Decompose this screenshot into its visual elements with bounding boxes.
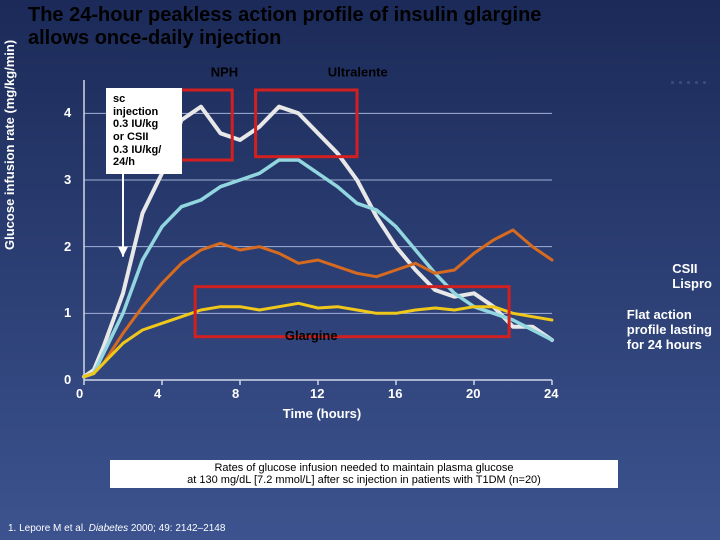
svg-text:Ultralente: Ultralente (328, 65, 388, 80)
slide: The 24-hour peakless action profile of i… (0, 0, 720, 540)
y-tick: 1 (64, 305, 71, 320)
chart-container: Glucose infusion rate (mg/kg/min) NPHUlt… (12, 60, 632, 440)
svg-text:Glargine: Glargine (285, 328, 338, 343)
ref-journal: Diabetes (89, 523, 128, 534)
injection-callout: scinjection0.3 IU/kgor CSII0.3 IU/kg/24/… (106, 88, 182, 174)
reference-citation: 1. Lepore M et al. Diabetes 2000; 49: 21… (8, 523, 225, 534)
svg-text:NPH: NPH (211, 65, 238, 80)
x-tick: 12 (310, 386, 324, 401)
x-tick: 0 (76, 386, 83, 401)
ref-prefix: 1. Lepore M et al. (8, 523, 89, 534)
x-tick: 16 (388, 386, 402, 401)
decorative-dots: ..... (670, 68, 710, 89)
csii-label: CSIILispro (672, 262, 712, 292)
y-tick: 2 (64, 239, 71, 254)
x-tick: 24 (544, 386, 558, 401)
slide-title: The 24-hour peakless action profile of i… (28, 4, 588, 50)
y-tick: 0 (64, 372, 71, 387)
flat-profile-label: Flat actionprofile lastingfor 24 hours (627, 308, 712, 353)
line-chart: NPH Ultralente Glargine (12, 60, 632, 400)
y-tick: 3 (64, 172, 71, 187)
x-tick: 20 (466, 386, 480, 401)
y-tick: 4 (64, 105, 71, 120)
ref-suffix: 2000; 49: 2142–2148 (128, 523, 225, 534)
x-axis-label: Time (hours) (12, 406, 632, 442)
x-tick: 4 (154, 386, 161, 401)
x-tick: 8 (232, 386, 239, 401)
footnote-box: Rates of glucose infusion needed to main… (110, 460, 618, 488)
